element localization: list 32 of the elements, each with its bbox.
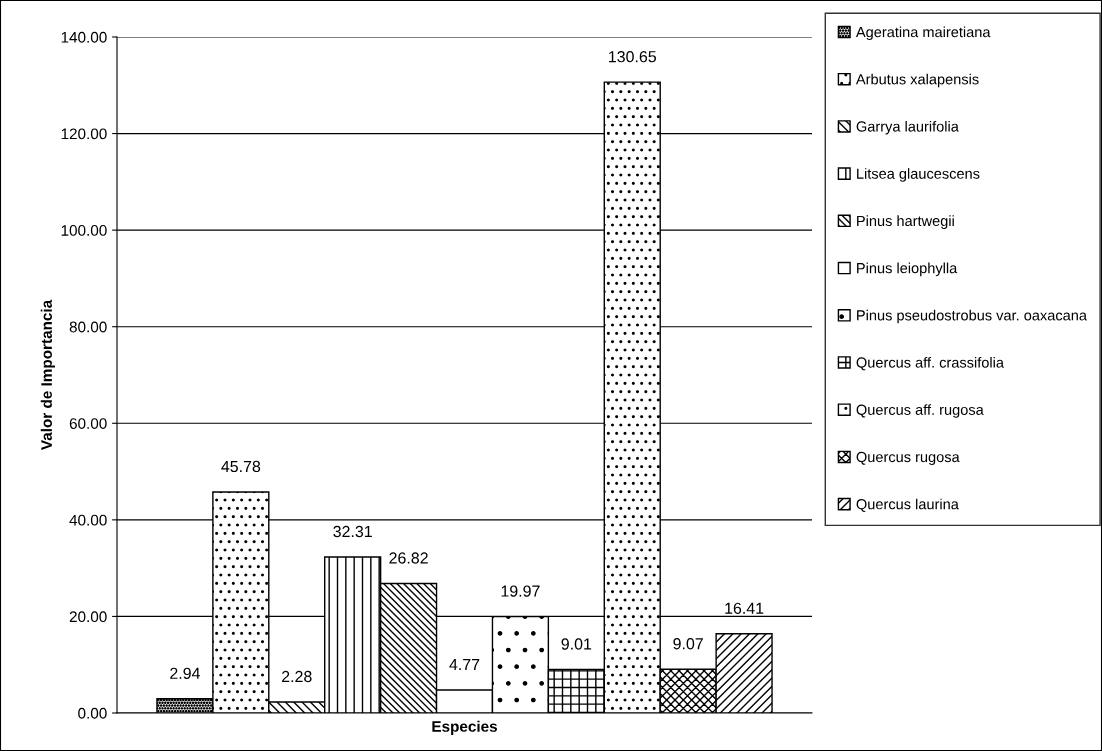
y-tick-label: 20.00 bbox=[69, 611, 107, 623]
legend-label: Quercus rugosa bbox=[856, 451, 960, 466]
legend-label: Pinus leiophylla bbox=[857, 262, 958, 277]
data-label: 4.77 bbox=[449, 659, 480, 670]
legend-label: Arbutus xalapensis bbox=[855, 73, 979, 88]
legend-label: Quercus aff. crassifolia bbox=[856, 356, 1004, 371]
y-tick-label: 60.00 bbox=[69, 418, 107, 429]
data-label: 19.97 bbox=[501, 585, 540, 597]
data-label: 16.41 bbox=[725, 602, 764, 614]
y-tick-label: 80.00 bbox=[69, 321, 107, 333]
y-tick-label: 100.00 bbox=[61, 225, 107, 236]
data-label: 2.94 bbox=[170, 667, 200, 679]
y-tick-label: 40.00 bbox=[69, 514, 107, 526]
data-label: 9.07 bbox=[673, 638, 703, 650]
data-label: 9.01 bbox=[561, 638, 592, 650]
y-axis-title: Valor de Importancia bbox=[40, 299, 55, 451]
legend-label: Quercus aff. rugosa bbox=[856, 404, 984, 418]
data-label: 32.31 bbox=[333, 525, 372, 538]
legend-label: Garrya laurifolia bbox=[856, 120, 959, 135]
legend-label: Quercus laurina bbox=[856, 498, 959, 512]
y-tick-label: 0.00 bbox=[78, 707, 107, 719]
data-label: 2.28 bbox=[282, 670, 312, 683]
legend-label: Pinus hartwegii bbox=[857, 215, 954, 229]
data-label: 45.78 bbox=[221, 460, 261, 473]
y-tick-label: 140.00 bbox=[61, 31, 107, 43]
legend-label: Ageratina mairetiana bbox=[855, 26, 991, 41]
legend-label: Litsea glaucescens bbox=[857, 168, 980, 182]
legend-label: Pinus pseudostrobus var. oaxacana bbox=[857, 309, 1087, 324]
data-label: 26.82 bbox=[389, 552, 428, 564]
y-tick-label: 120.00 bbox=[61, 128, 107, 140]
data-label: 130.65 bbox=[609, 51, 657, 63]
x-axis-title: Especies bbox=[432, 720, 497, 735]
